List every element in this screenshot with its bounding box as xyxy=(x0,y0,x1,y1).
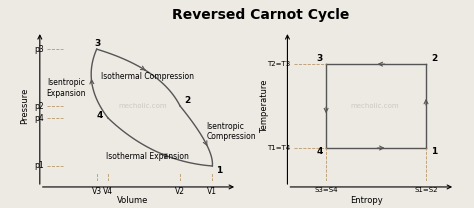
Text: T1=T4: T1=T4 xyxy=(267,145,291,151)
Text: V3: V3 xyxy=(91,187,102,196)
Text: p1: p1 xyxy=(34,161,44,171)
Text: Pressure: Pressure xyxy=(20,88,29,124)
Text: 2: 2 xyxy=(184,96,190,105)
Text: Isentropic
Compression: Isentropic Compression xyxy=(207,122,256,141)
Text: 1: 1 xyxy=(216,166,222,176)
Text: Isothermal Compression: Isothermal Compression xyxy=(101,72,194,81)
Text: mecholic.com: mecholic.com xyxy=(350,103,399,109)
Text: Entropy: Entropy xyxy=(350,196,383,205)
Text: S1=S2: S1=S2 xyxy=(414,187,438,193)
Text: V2: V2 xyxy=(175,187,185,196)
Text: p3: p3 xyxy=(34,45,44,54)
Text: 3: 3 xyxy=(95,39,101,48)
Text: 3: 3 xyxy=(317,54,323,63)
Text: mecholic.com: mecholic.com xyxy=(118,103,166,109)
Text: Volume: Volume xyxy=(117,196,148,205)
Text: S3=S4: S3=S4 xyxy=(314,187,338,193)
Text: V1: V1 xyxy=(207,187,218,196)
Text: Isentropic
Expansion: Isentropic Expansion xyxy=(46,78,86,98)
Text: 4: 4 xyxy=(97,111,103,120)
Text: Reversed Carnot Cycle: Reversed Carnot Cycle xyxy=(172,8,349,22)
Text: 1: 1 xyxy=(431,147,437,156)
Text: p2: p2 xyxy=(34,102,44,111)
Text: p4: p4 xyxy=(34,114,44,123)
Text: V4: V4 xyxy=(103,187,113,196)
Text: 4: 4 xyxy=(317,147,323,156)
Text: 2: 2 xyxy=(431,54,437,63)
Text: Isothermal Expansion: Isothermal Expansion xyxy=(107,152,189,161)
Text: Temperature: Temperature xyxy=(260,79,269,133)
Text: T2=T3: T2=T3 xyxy=(267,61,291,67)
